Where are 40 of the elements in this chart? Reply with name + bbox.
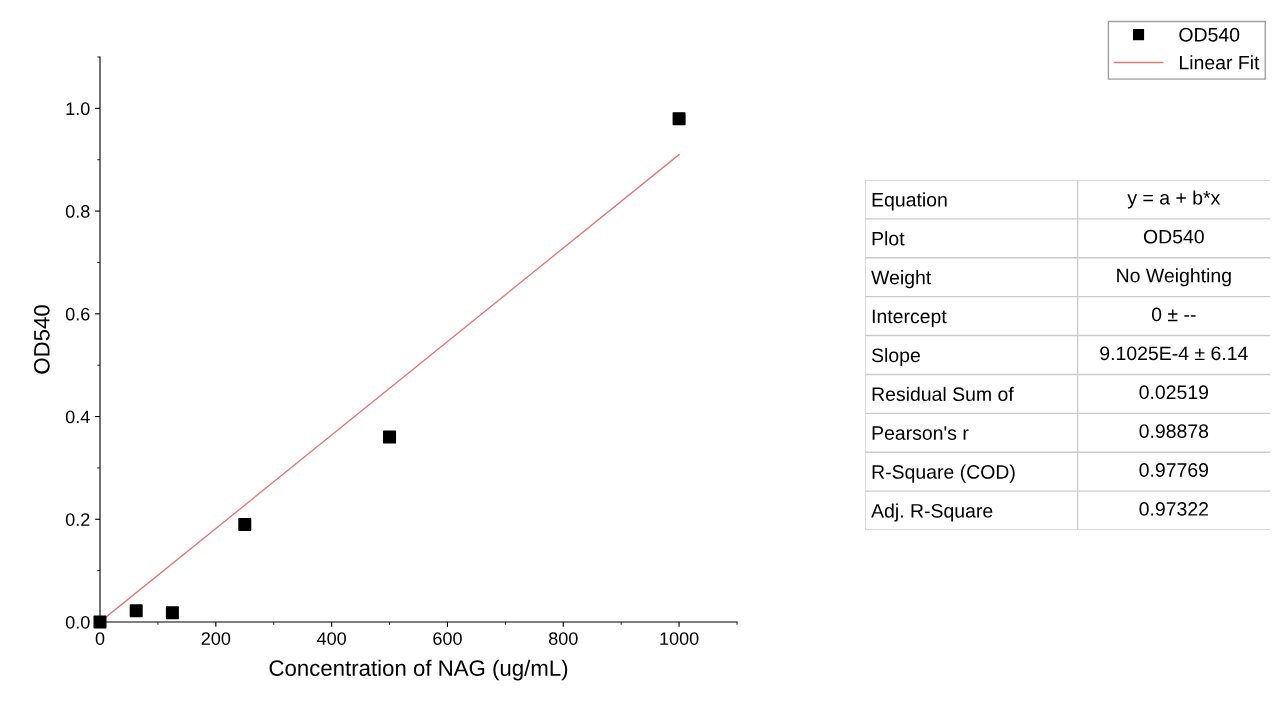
legend-label: OD540 <box>1179 27 1240 42</box>
y-tick-label: 0.4 <box>65 410 90 424</box>
y-tick-label: 0.2 <box>65 513 90 526</box>
text: No Weighting <box>1117 268 1231 287</box>
point <box>383 430 397 444</box>
x-tick-label: 200 <box>201 632 231 645</box>
x-axis-title: Concentration of NAG (ug/mL) <box>269 659 568 681</box>
point <box>93 615 107 629</box>
y-axis-title: OD540 <box>33 305 50 374</box>
text: 0.97322 <box>1139 502 1208 516</box>
text: Residual Sum of <box>872 386 1014 402</box>
x-tick-label: 400 <box>316 632 346 645</box>
text: R-Square (COD) <box>872 464 1015 483</box>
text: 0 ± -- <box>1151 307 1196 322</box>
legend-label: Linear Fit <box>1179 55 1260 70</box>
x-tick-label: 0 <box>95 632 105 645</box>
x-tick-label: 1000 <box>660 632 699 645</box>
text: Pearson's r <box>872 426 969 440</box>
text: Weight <box>871 270 932 289</box>
text: Equation <box>872 192 947 211</box>
text: Adj. R-Square <box>871 503 993 522</box>
text: y = a + b*x <box>1127 190 1221 209</box>
point <box>129 604 143 618</box>
y-tick-label: 0.0 <box>65 615 90 629</box>
text: OD540 <box>1143 229 1204 244</box>
text: Plot <box>872 231 905 246</box>
point <box>165 606 179 620</box>
y-tick-label: 0.8 <box>65 205 90 218</box>
text: Slope <box>871 347 920 367</box>
text: 9.1025E-4 ± 6.14 <box>1100 346 1248 361</box>
text: Intercept <box>872 309 947 328</box>
x-tick-label: 800 <box>549 632 578 645</box>
y-tick-label: 0.6 <box>65 307 90 321</box>
y-tick-label: 1.0 <box>66 102 90 116</box>
point <box>238 517 252 531</box>
point <box>672 112 686 126</box>
text: 0.02519 <box>1139 385 1209 400</box>
text: 0.98878 <box>1139 424 1209 438</box>
text: 0.97769 <box>1139 463 1209 477</box>
x-tick-label: 600 <box>433 632 462 645</box>
